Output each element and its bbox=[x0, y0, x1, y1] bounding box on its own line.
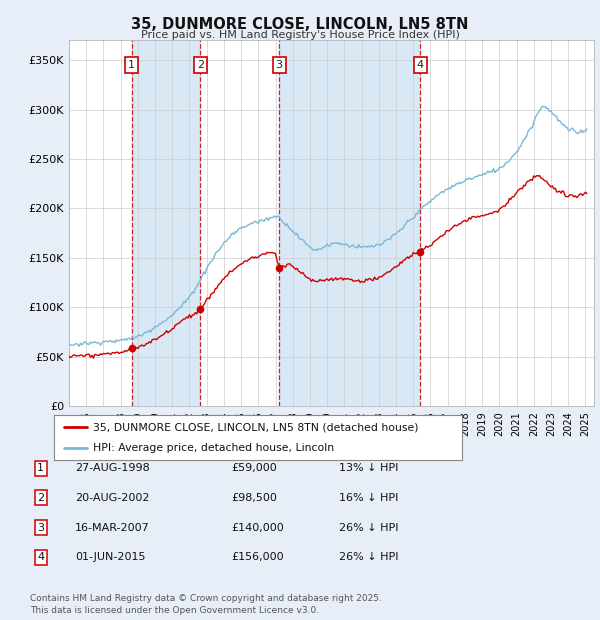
Text: £98,500: £98,500 bbox=[231, 493, 277, 503]
Text: £59,000: £59,000 bbox=[231, 463, 277, 473]
Text: 20-AUG-2002: 20-AUG-2002 bbox=[75, 493, 149, 503]
Text: 16-MAR-2007: 16-MAR-2007 bbox=[75, 523, 150, 533]
Text: 1: 1 bbox=[37, 463, 44, 473]
Text: 35, DUNMORE CLOSE, LINCOLN, LN5 8TN (detached house): 35, DUNMORE CLOSE, LINCOLN, LN5 8TN (det… bbox=[93, 422, 418, 433]
Text: HPI: Average price, detached house, Lincoln: HPI: Average price, detached house, Linc… bbox=[93, 443, 334, 453]
Text: 35, DUNMORE CLOSE, LINCOLN, LN5 8TN: 35, DUNMORE CLOSE, LINCOLN, LN5 8TN bbox=[131, 17, 469, 32]
Text: 16% ↓ HPI: 16% ↓ HPI bbox=[339, 493, 398, 503]
Text: 13% ↓ HPI: 13% ↓ HPI bbox=[339, 463, 398, 473]
Bar bbox=[132, 40, 200, 406]
Text: 2: 2 bbox=[37, 493, 44, 503]
Text: Price paid vs. HM Land Registry's House Price Index (HPI): Price paid vs. HM Land Registry's House … bbox=[140, 30, 460, 40]
Text: 4: 4 bbox=[417, 60, 424, 70]
Text: 26% ↓ HPI: 26% ↓ HPI bbox=[339, 552, 398, 562]
Text: £156,000: £156,000 bbox=[231, 552, 284, 562]
Text: 01-JUN-2015: 01-JUN-2015 bbox=[75, 552, 146, 562]
Text: Contains HM Land Registry data © Crown copyright and database right 2025.
This d: Contains HM Land Registry data © Crown c… bbox=[30, 594, 382, 615]
Text: £140,000: £140,000 bbox=[231, 523, 284, 533]
Text: 4: 4 bbox=[37, 552, 44, 562]
Text: 3: 3 bbox=[275, 60, 283, 70]
Text: 27-AUG-1998: 27-AUG-1998 bbox=[75, 463, 150, 473]
Text: 26% ↓ HPI: 26% ↓ HPI bbox=[339, 523, 398, 533]
Text: 1: 1 bbox=[128, 60, 136, 70]
Text: 2: 2 bbox=[197, 60, 204, 70]
Text: 3: 3 bbox=[37, 523, 44, 533]
Bar bbox=[279, 40, 421, 406]
